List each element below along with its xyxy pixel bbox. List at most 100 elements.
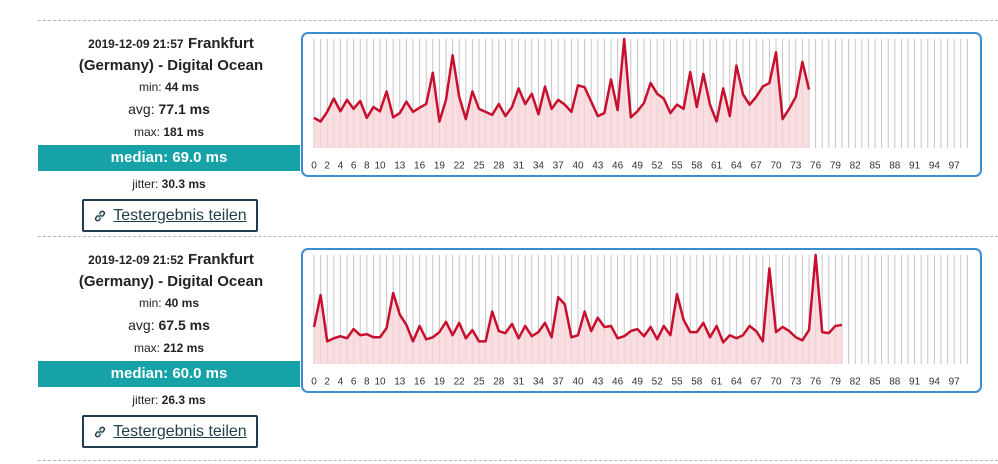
x-tick-label: 16 bbox=[414, 377, 426, 388]
date: 2019-12-09 21:57 bbox=[88, 37, 184, 51]
x-tick-label: 6 bbox=[351, 161, 357, 172]
x-tick-label: 28 bbox=[493, 161, 505, 172]
x-tick-label: 94 bbox=[929, 377, 941, 388]
x-tick-label: 13 bbox=[394, 377, 406, 388]
share-button[interactable]: Testergebnis teilen bbox=[82, 415, 258, 448]
area bbox=[314, 255, 842, 364]
x-tick-label: 0 bbox=[311, 161, 317, 172]
x-tick-label: 79 bbox=[830, 161, 842, 172]
x-tick-label: 43 bbox=[592, 377, 604, 388]
x-tick-label: 40 bbox=[572, 377, 584, 388]
x-tick-label: 97 bbox=[949, 161, 961, 172]
x-tick-label: 13 bbox=[394, 161, 406, 172]
location: Frankfurt (Germany) - Digital Ocean bbox=[78, 251, 264, 290]
x-tick-label: 91 bbox=[909, 161, 921, 172]
stat-value: 30.3 ms bbox=[161, 177, 206, 191]
x-tick-label: 34 bbox=[533, 161, 545, 172]
x-tick-label: 85 bbox=[869, 377, 881, 388]
x-tick-label: 91 bbox=[909, 377, 921, 388]
x-tick-label: 58 bbox=[691, 377, 703, 388]
x-tick-label: 40 bbox=[572, 161, 584, 172]
x-tick-label: 37 bbox=[553, 161, 565, 172]
x-tick-label: 94 bbox=[929, 161, 941, 172]
stat-avg: avg: 77.1 ms bbox=[38, 101, 300, 117]
x-tick-label: 85 bbox=[869, 161, 881, 172]
x-tick-label: 88 bbox=[889, 161, 901, 172]
stat-label: avg: bbox=[128, 101, 155, 117]
stat-value: 40 ms bbox=[164, 296, 200, 310]
x-tick-label: 70 bbox=[770, 377, 782, 388]
x-tick-label: 19 bbox=[434, 377, 446, 388]
location: Frankfurt (Germany) - Digital Ocean bbox=[78, 35, 264, 74]
stat-min: min: 44 ms bbox=[38, 80, 300, 94]
stat-jitter: jitter: 26.3 ms bbox=[38, 393, 300, 407]
x-tick-label: 37 bbox=[553, 377, 565, 388]
x-tick-label: 97 bbox=[949, 377, 961, 388]
x-tick-label: 16 bbox=[414, 161, 426, 172]
stat-label: jitter: bbox=[132, 177, 159, 191]
x-tick-label: 2 bbox=[324, 161, 330, 172]
stat-max: max: 212 ms bbox=[38, 341, 300, 355]
stat-min: min: 40 ms bbox=[38, 296, 300, 310]
x-tick-label: 25 bbox=[473, 377, 485, 388]
area bbox=[314, 39, 809, 148]
line bbox=[313, 37, 811, 123]
separator bbox=[38, 460, 998, 461]
x-tick-label: 76 bbox=[810, 377, 822, 388]
x-tick-label: 64 bbox=[731, 161, 743, 172]
x-tick-label: 58 bbox=[691, 161, 703, 172]
share-button[interactable]: Testergebnis teilen bbox=[82, 199, 258, 232]
stat-value: 44 ms bbox=[164, 80, 200, 94]
x-tick-label: 31 bbox=[513, 377, 525, 388]
x-tick-label: 52 bbox=[652, 377, 664, 388]
x-tick-label: 61 bbox=[711, 161, 723, 172]
stat-avg: avg: 67.5 ms bbox=[38, 317, 300, 333]
separator bbox=[38, 236, 998, 237]
x-tick-label: 76 bbox=[810, 161, 822, 172]
x-tick-label: 61 bbox=[711, 377, 723, 388]
x-tick-label: 4 bbox=[338, 377, 344, 388]
x-tick-label: 4 bbox=[338, 161, 344, 172]
x-tick-label: 8 bbox=[364, 377, 370, 388]
result-heading: 2019-12-09 21:57 Frankfurt (Germany) - D… bbox=[60, 33, 282, 76]
x-tick-label: 49 bbox=[632, 161, 644, 172]
date: 2019-12-09 21:52 bbox=[88, 253, 184, 267]
stat-value: 26.3 ms bbox=[161, 393, 206, 407]
x-tick-label: 34 bbox=[533, 377, 545, 388]
x-tick-label: 88 bbox=[889, 377, 901, 388]
stat-value: 67.5 ms bbox=[158, 317, 210, 333]
x-tick-label: 8 bbox=[364, 161, 370, 172]
stat-label: min: bbox=[138, 80, 162, 94]
link-icon bbox=[95, 426, 106, 437]
x-tick-label: 31 bbox=[513, 161, 525, 172]
x-tick-label: 10 bbox=[374, 377, 386, 388]
x-tick-label: 19 bbox=[434, 161, 446, 172]
stat-value: 77.1 ms bbox=[158, 101, 210, 117]
share-text[interactable]: Testergebnis teilen bbox=[113, 206, 247, 224]
x-tick-label: 55 bbox=[671, 161, 683, 172]
x-tick-label: 49 bbox=[632, 377, 644, 388]
x-tick-label: 10 bbox=[374, 161, 386, 172]
x-tick-label: 55 bbox=[671, 377, 683, 388]
median: median: 69.0 ms bbox=[38, 145, 300, 171]
stat-label: max: bbox=[133, 125, 160, 139]
result-heading: 2019-12-09 21:52 Frankfurt (Germany) - D… bbox=[60, 249, 282, 292]
stat-label: max: bbox=[133, 341, 160, 355]
line bbox=[312, 253, 843, 344]
x-tick-label: 73 bbox=[790, 377, 802, 388]
stat-value: 212 ms bbox=[163, 341, 205, 355]
stat-label: jitter: bbox=[132, 393, 159, 407]
x-tick-label: 52 bbox=[652, 161, 664, 172]
x-tick-label: 28 bbox=[493, 377, 505, 388]
x-tick-label: 22 bbox=[454, 161, 466, 172]
separator bbox=[38, 20, 998, 21]
x-tick-label: 22 bbox=[454, 377, 466, 388]
stat-label: avg: bbox=[128, 317, 155, 333]
x-tick-label: 67 bbox=[751, 377, 763, 388]
x-tick-label: 73 bbox=[790, 161, 802, 172]
stat-label: min: bbox=[138, 296, 162, 310]
x-tick-label: 67 bbox=[751, 161, 763, 172]
share-text[interactable]: Testergebnis teilen bbox=[113, 422, 247, 440]
